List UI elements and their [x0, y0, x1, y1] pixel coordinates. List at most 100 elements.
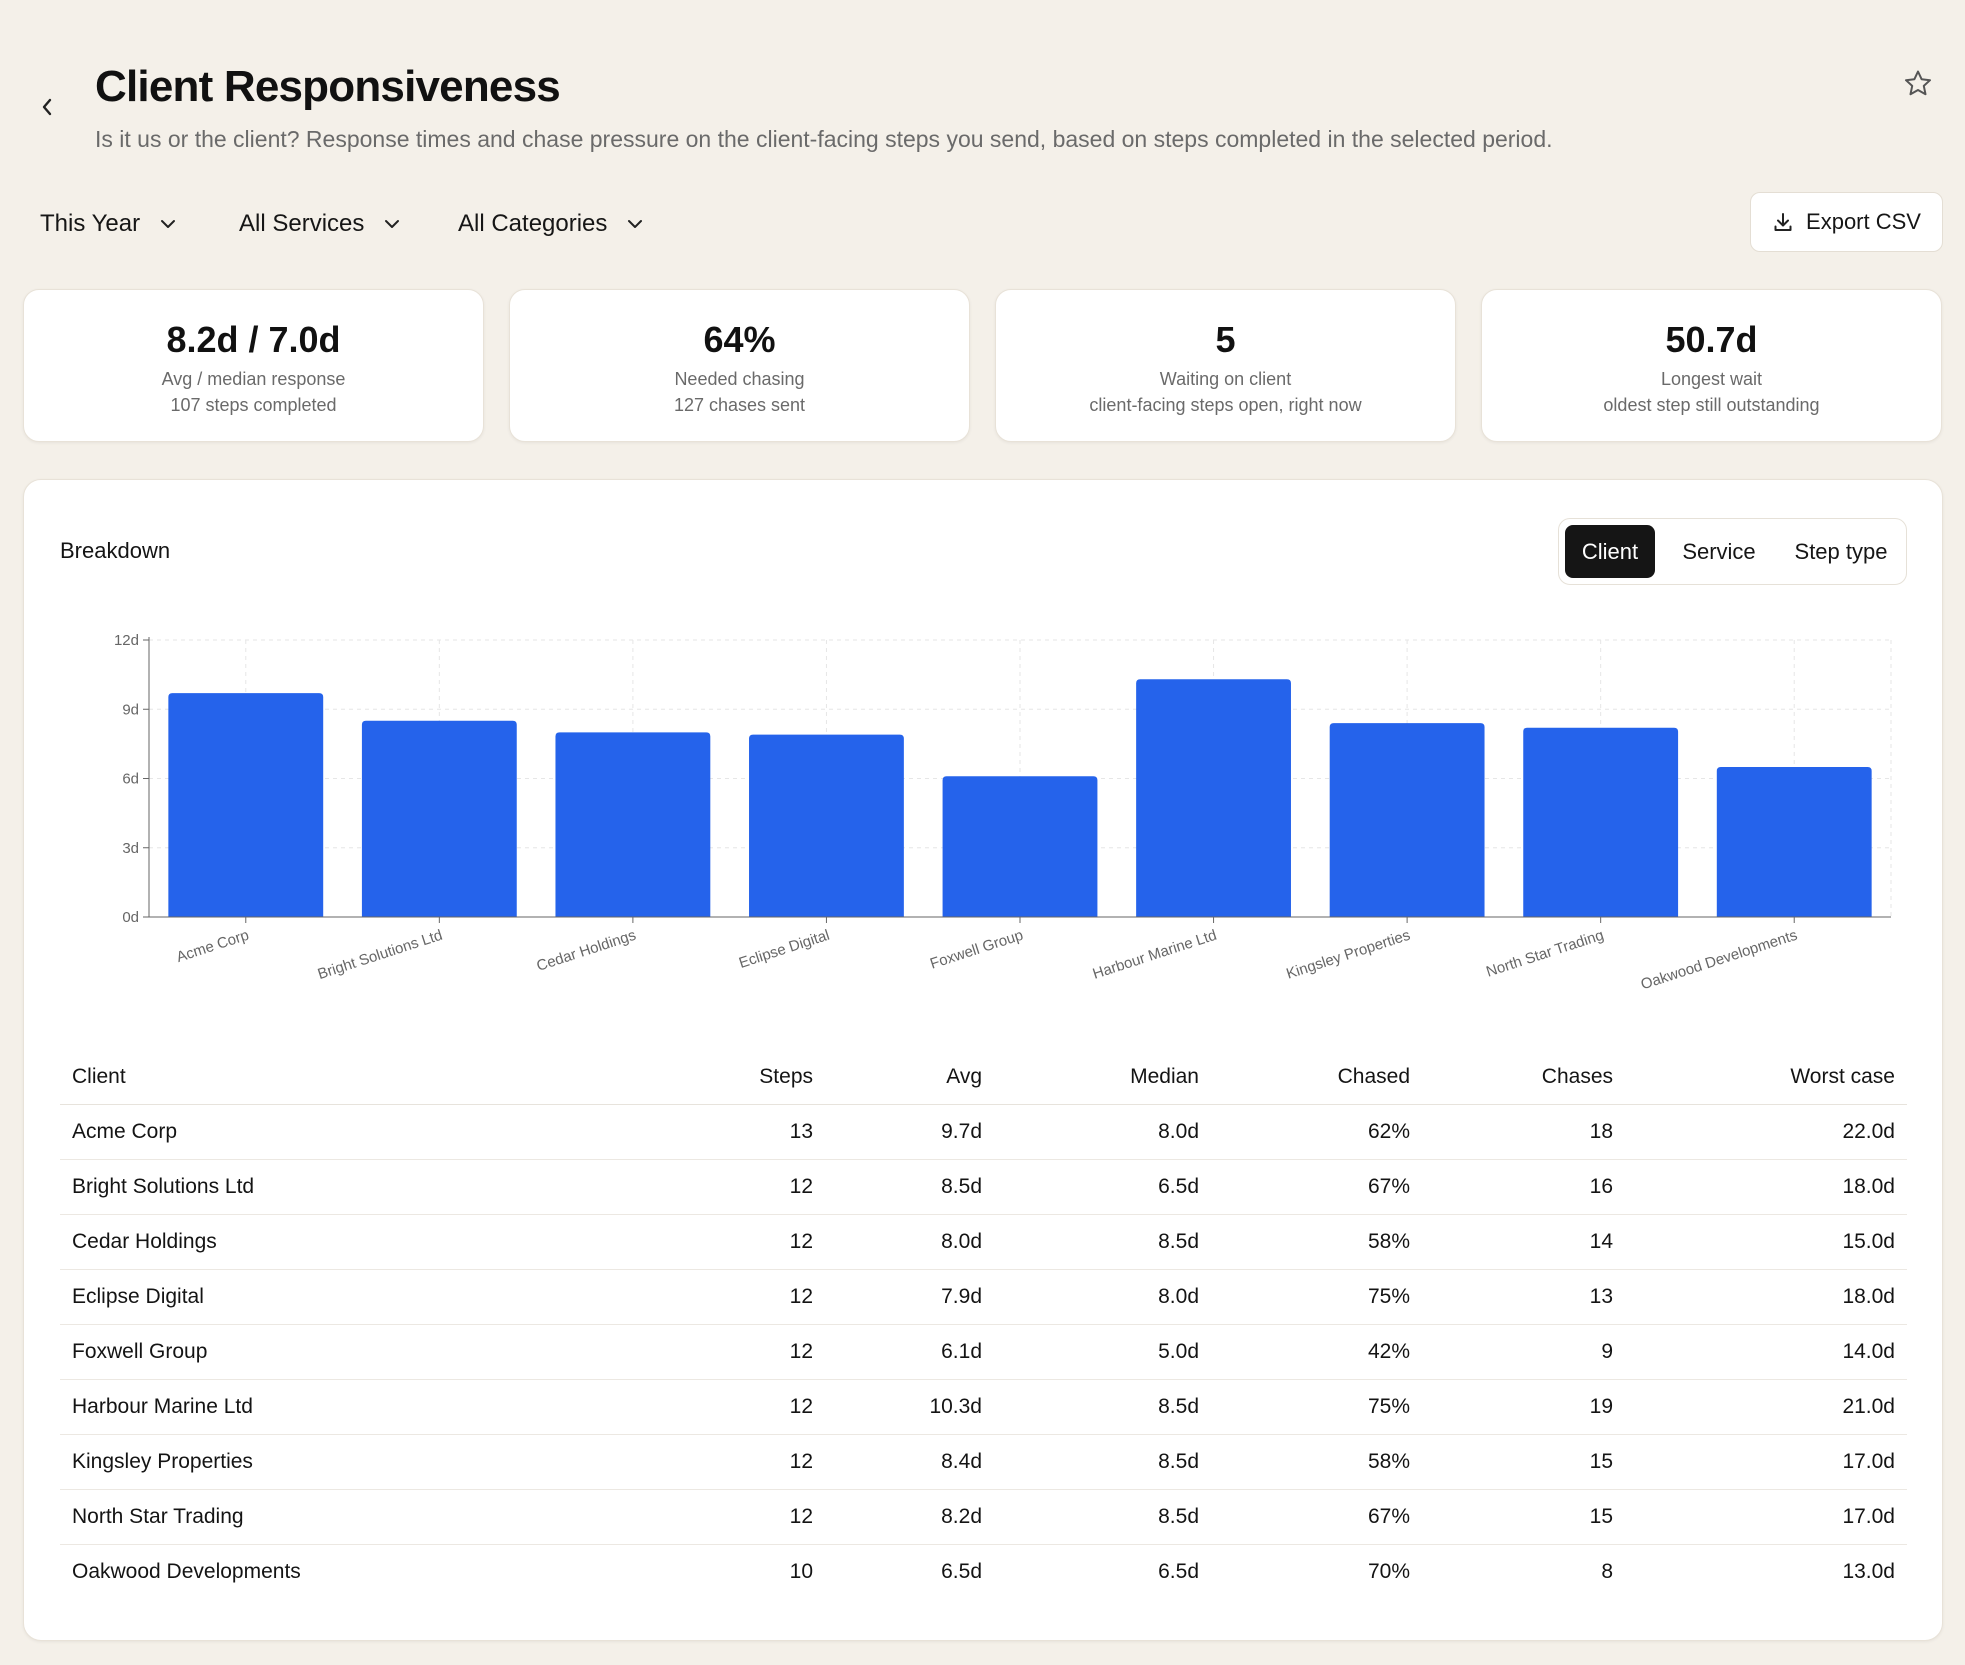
bar-cedar-holdings [555, 732, 711, 917]
bar-kingsley-properties [1329, 723, 1485, 917]
column-header-chased[interactable]: Chased [1211, 1050, 1422, 1105]
page-subtitle: Is it us or the client? Response times a… [95, 126, 1553, 152]
table-row[interactable]: Bright Solutions Ltd 12 8.5d 6.5d 67% 16 18.0d [60, 1159, 1907, 1215]
worst-case-link[interactable]: 22.0d [1625, 1104, 1907, 1160]
categories-filter-label: All Categories [458, 210, 608, 237]
kpi-value: 64% [703, 319, 776, 360]
client-name-cell: Kingsley Properties [60, 1434, 620, 1490]
table-row[interactable]: Kingsley Properties 12 8.4d 8.5d 58% 15 17.0d [60, 1434, 1907, 1490]
column-header-avg[interactable]: Avg [825, 1050, 994, 1105]
avg-cell: 10.3d [825, 1379, 994, 1435]
client-name-cell: North Star Trading [60, 1489, 620, 1545]
worst-case-link[interactable]: 14.0d [1625, 1324, 1907, 1380]
x-tick-label: Kingsley Properties [1284, 927, 1412, 983]
services-filter-label: All Services [239, 210, 365, 237]
table-row[interactable]: Acme Corp 13 9.7d 8.0d 62% 18 22.0d [60, 1104, 1907, 1160]
x-tick-label: Cedar Holdings [535, 927, 639, 975]
chased-cell: 67% [1211, 1489, 1422, 1545]
categories-filter[interactable]: All Categories [458, 210, 643, 238]
kpi-value: 8.2d / 7.0d [166, 319, 341, 360]
x-tick-label: North Star Trading [1484, 927, 1606, 981]
column-header-worst-case[interactable]: Worst case [1625, 1050, 1907, 1105]
avg-cell: 8.5d [825, 1159, 994, 1215]
star-icon [1905, 70, 1931, 96]
breakdown-bar-chart: 0d 3d 6d 9d 12d Acme Corp Bright Solutions Ltd… [114, 632, 1892, 993]
tab-client[interactable]: Client [1565, 525, 1655, 578]
x-tick-label: Harbour Marine Ltd [1091, 927, 1219, 983]
kpi-label: Waiting on client [1159, 368, 1292, 389]
worst-case-link[interactable]: 18.0d [1625, 1159, 1907, 1215]
client-name-cell: Foxwell Group [60, 1324, 620, 1380]
chases-cell: 15 [1422, 1434, 1625, 1490]
chevron-down-icon [627, 219, 643, 229]
kpi-card-longest-wait: 50.7d Longest wait oldest step still out… [1481, 289, 1942, 442]
median-cell: 8.0d [994, 1269, 1211, 1325]
bar-foxwell-group [942, 776, 1098, 917]
client-name-cell: Eclipse Digital [60, 1269, 620, 1325]
chased-cell: 58% [1211, 1434, 1422, 1490]
bar-acme-corp [168, 693, 324, 917]
avg-cell: 7.9d [825, 1269, 994, 1325]
chases-cell: 9 [1422, 1324, 1625, 1380]
kpi-label: Avg / median response [161, 368, 346, 389]
filter-bar: This Year All Services All Categories [40, 200, 643, 248]
avg-cell: 6.1d [825, 1324, 994, 1380]
worst-case-link[interactable]: 15.0d [1625, 1214, 1907, 1270]
worst-case-link[interactable]: 17.0d [1625, 1434, 1907, 1490]
table-row[interactable]: Cedar Holdings 12 8.0d 8.5d 58% 14 15.0d [60, 1214, 1907, 1270]
column-header-chases[interactable]: Chases [1422, 1050, 1625, 1105]
column-header-client[interactable]: Client [60, 1050, 620, 1105]
chases-cell: 18 [1422, 1104, 1625, 1160]
chased-cell: 62% [1211, 1104, 1422, 1160]
x-tick-label: Acme Corp [174, 927, 251, 966]
export-csv-button[interactable]: Export CSV [1750, 192, 1943, 252]
chases-cell: 19 [1422, 1379, 1625, 1435]
median-cell: 8.0d [994, 1104, 1211, 1160]
tab-service[interactable]: Service [1682, 538, 1756, 564]
x-tick-label: Foxwell Group [928, 927, 1025, 973]
worst-case-link[interactable]: 18.0d [1625, 1269, 1907, 1325]
worst-case-link[interactable]: 17.0d [1625, 1489, 1907, 1545]
steps-cell: 12 [620, 1324, 825, 1380]
median-cell: 8.5d [994, 1214, 1211, 1270]
column-header-median[interactable]: Median [994, 1050, 1211, 1105]
chases-cell: 16 [1422, 1159, 1625, 1215]
y-tick-label: 6d [122, 771, 139, 788]
steps-cell: 12 [620, 1434, 825, 1490]
worst-case-link[interactable]: 13.0d [1842, 1559, 1895, 1583]
chased-cell: 75% [1211, 1379, 1422, 1435]
kpi-label: Needed chasing [674, 368, 805, 389]
breakdown-title: Breakdown [60, 538, 171, 563]
services-filter[interactable]: All Services [239, 210, 458, 238]
table-row[interactable]: North Star Trading 12 8.2d 8.5d 67% 15 17.0d [60, 1489, 1907, 1545]
avg-cell: 6.5d [941, 1559, 982, 1583]
worst-case-link[interactable]: 21.0d [1625, 1379, 1907, 1435]
period-filter[interactable]: This Year [40, 210, 239, 238]
bar-bright-solutions-ltd [361, 720, 517, 917]
chevron-down-icon [384, 219, 400, 229]
bar-north-star-trading [1523, 727, 1679, 917]
steps-cell: 13 [620, 1104, 825, 1160]
favorite-button[interactable] [1902, 68, 1934, 100]
chases-cell: 15 [1422, 1489, 1625, 1545]
y-tick-label: 0d [122, 909, 139, 926]
period-filter-label: This Year [40, 210, 141, 237]
x-tick-label: Eclipse Digital [737, 927, 832, 972]
download-icon [1774, 213, 1792, 231]
chases-cell: 8 [1601, 1559, 1613, 1583]
avg-cell: 8.0d [825, 1214, 994, 1270]
kpi-subtext: client-facing steps open, right now [1089, 395, 1362, 416]
table-header-row: Client Steps Avg Median Chased Chases Wo… [60, 1050, 1907, 1105]
median-cell: 6.5d [994, 1159, 1211, 1215]
table-row[interactable]: Eclipse Digital 12 7.9d 8.0d 75% 13 18.0d [60, 1269, 1907, 1325]
client-name-cell: Harbour Marine Ltd [60, 1379, 620, 1435]
column-header-steps[interactable]: Steps [620, 1050, 825, 1105]
table-row[interactable]: Oakwood Developments 10 6.5d 6.5d 70% 8 13.0d [60, 1544, 1907, 1599]
tab-step-type[interactable]: Step type [1794, 538, 1888, 564]
table-row[interactable]: Harbour Marine Ltd 12 10.3d 8.5d 75% 19 21.0d [60, 1379, 1907, 1435]
bar-oakwood-developments [1716, 766, 1872, 917]
chased-cell: 70% [1367, 1559, 1410, 1583]
table-row[interactable]: Foxwell Group 12 6.1d 5.0d 42% 9 14.0d [60, 1324, 1907, 1380]
kpi-subtext: 107 steps completed [170, 395, 337, 416]
back-button[interactable] [34, 92, 60, 122]
